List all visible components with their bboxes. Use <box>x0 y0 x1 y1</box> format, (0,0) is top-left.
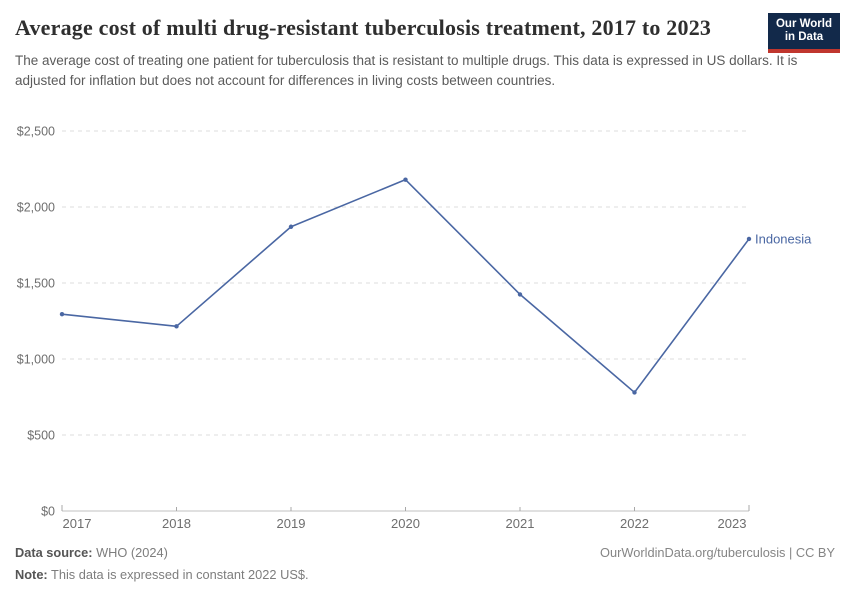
chart-header: Average cost of multi drug-resistant tub… <box>15 13 840 92</box>
owid-logo-stripe <box>768 49 840 53</box>
series-end-label[interactable]: Indonesia <box>755 231 812 246</box>
data-source-label: Data source: <box>15 545 93 560</box>
x-axis-tick-label: 2019 <box>277 516 306 531</box>
data-point-marker[interactable] <box>517 292 523 297</box>
x-axis-tick-label: 2023 <box>718 516 747 531</box>
y-axis-tick-label: $0 <box>41 505 55 519</box>
x-axis-tick-label: 2018 <box>162 516 191 531</box>
x-axis-tick-label: 2020 <box>391 516 420 531</box>
data-point-marker[interactable] <box>632 390 637 395</box>
page-title: Average cost of multi drug-resistant tub… <box>15 15 712 40</box>
y-axis-tick-label: $2,500 <box>17 125 55 139</box>
chart-subtitle: The average cost of treating one patient… <box>15 53 798 89</box>
data-point-marker[interactable] <box>59 311 65 317</box>
x-axis-tick-label: 2017 <box>63 516 92 531</box>
data-point-marker[interactable] <box>174 324 179 329</box>
y-axis-tick-label: $1,500 <box>17 277 55 291</box>
chart-area: $0 $500 $1,000 $1,500 $2,000 $2,500 2017 2018 20… <box>0 118 850 540</box>
y-axis-tick-label: $2,000 <box>17 201 55 215</box>
owid-logo-line2: in Data <box>784 31 824 43</box>
y-axis-tick-label: $500 <box>27 429 55 443</box>
note-text: Note: This data is expressed in constant… <box>15 567 309 582</box>
owid-cc-link[interactable]: OurWorldinData.org/tuberculosis | CC BY <box>600 545 835 560</box>
data-point-marker[interactable] <box>746 236 752 242</box>
owid-logo[interactable]: Our World in Data <box>768 13 840 53</box>
note-label: Note: <box>15 567 48 582</box>
data-point-marker[interactable] <box>403 177 408 182</box>
note-value: This data is expressed in constant 2022 … <box>47 567 309 582</box>
x-axis-tick-label: 2022 <box>620 516 649 531</box>
owid-logo-box: Our World in Data <box>768 13 840 49</box>
chart-footer: Data source: WHO (2024) OurWorldinData.o… <box>15 542 835 586</box>
y-axis-tick-label: $1,000 <box>17 353 55 367</box>
x-axis-tick-label: 2021 <box>506 516 535 531</box>
data-point-marker[interactable] <box>288 224 294 229</box>
line-chart-svg: $0 $500 $1,000 $1,500 $2,000 $2,500 2017 2018 20… <box>17 125 812 532</box>
data-source-value: WHO (2024) <box>92 545 168 560</box>
series-line[interactable] <box>61 178 750 394</box>
data-source-text: Data source: WHO (2024) <box>15 542 168 564</box>
owid-logo-line1: Our World <box>775 17 832 30</box>
